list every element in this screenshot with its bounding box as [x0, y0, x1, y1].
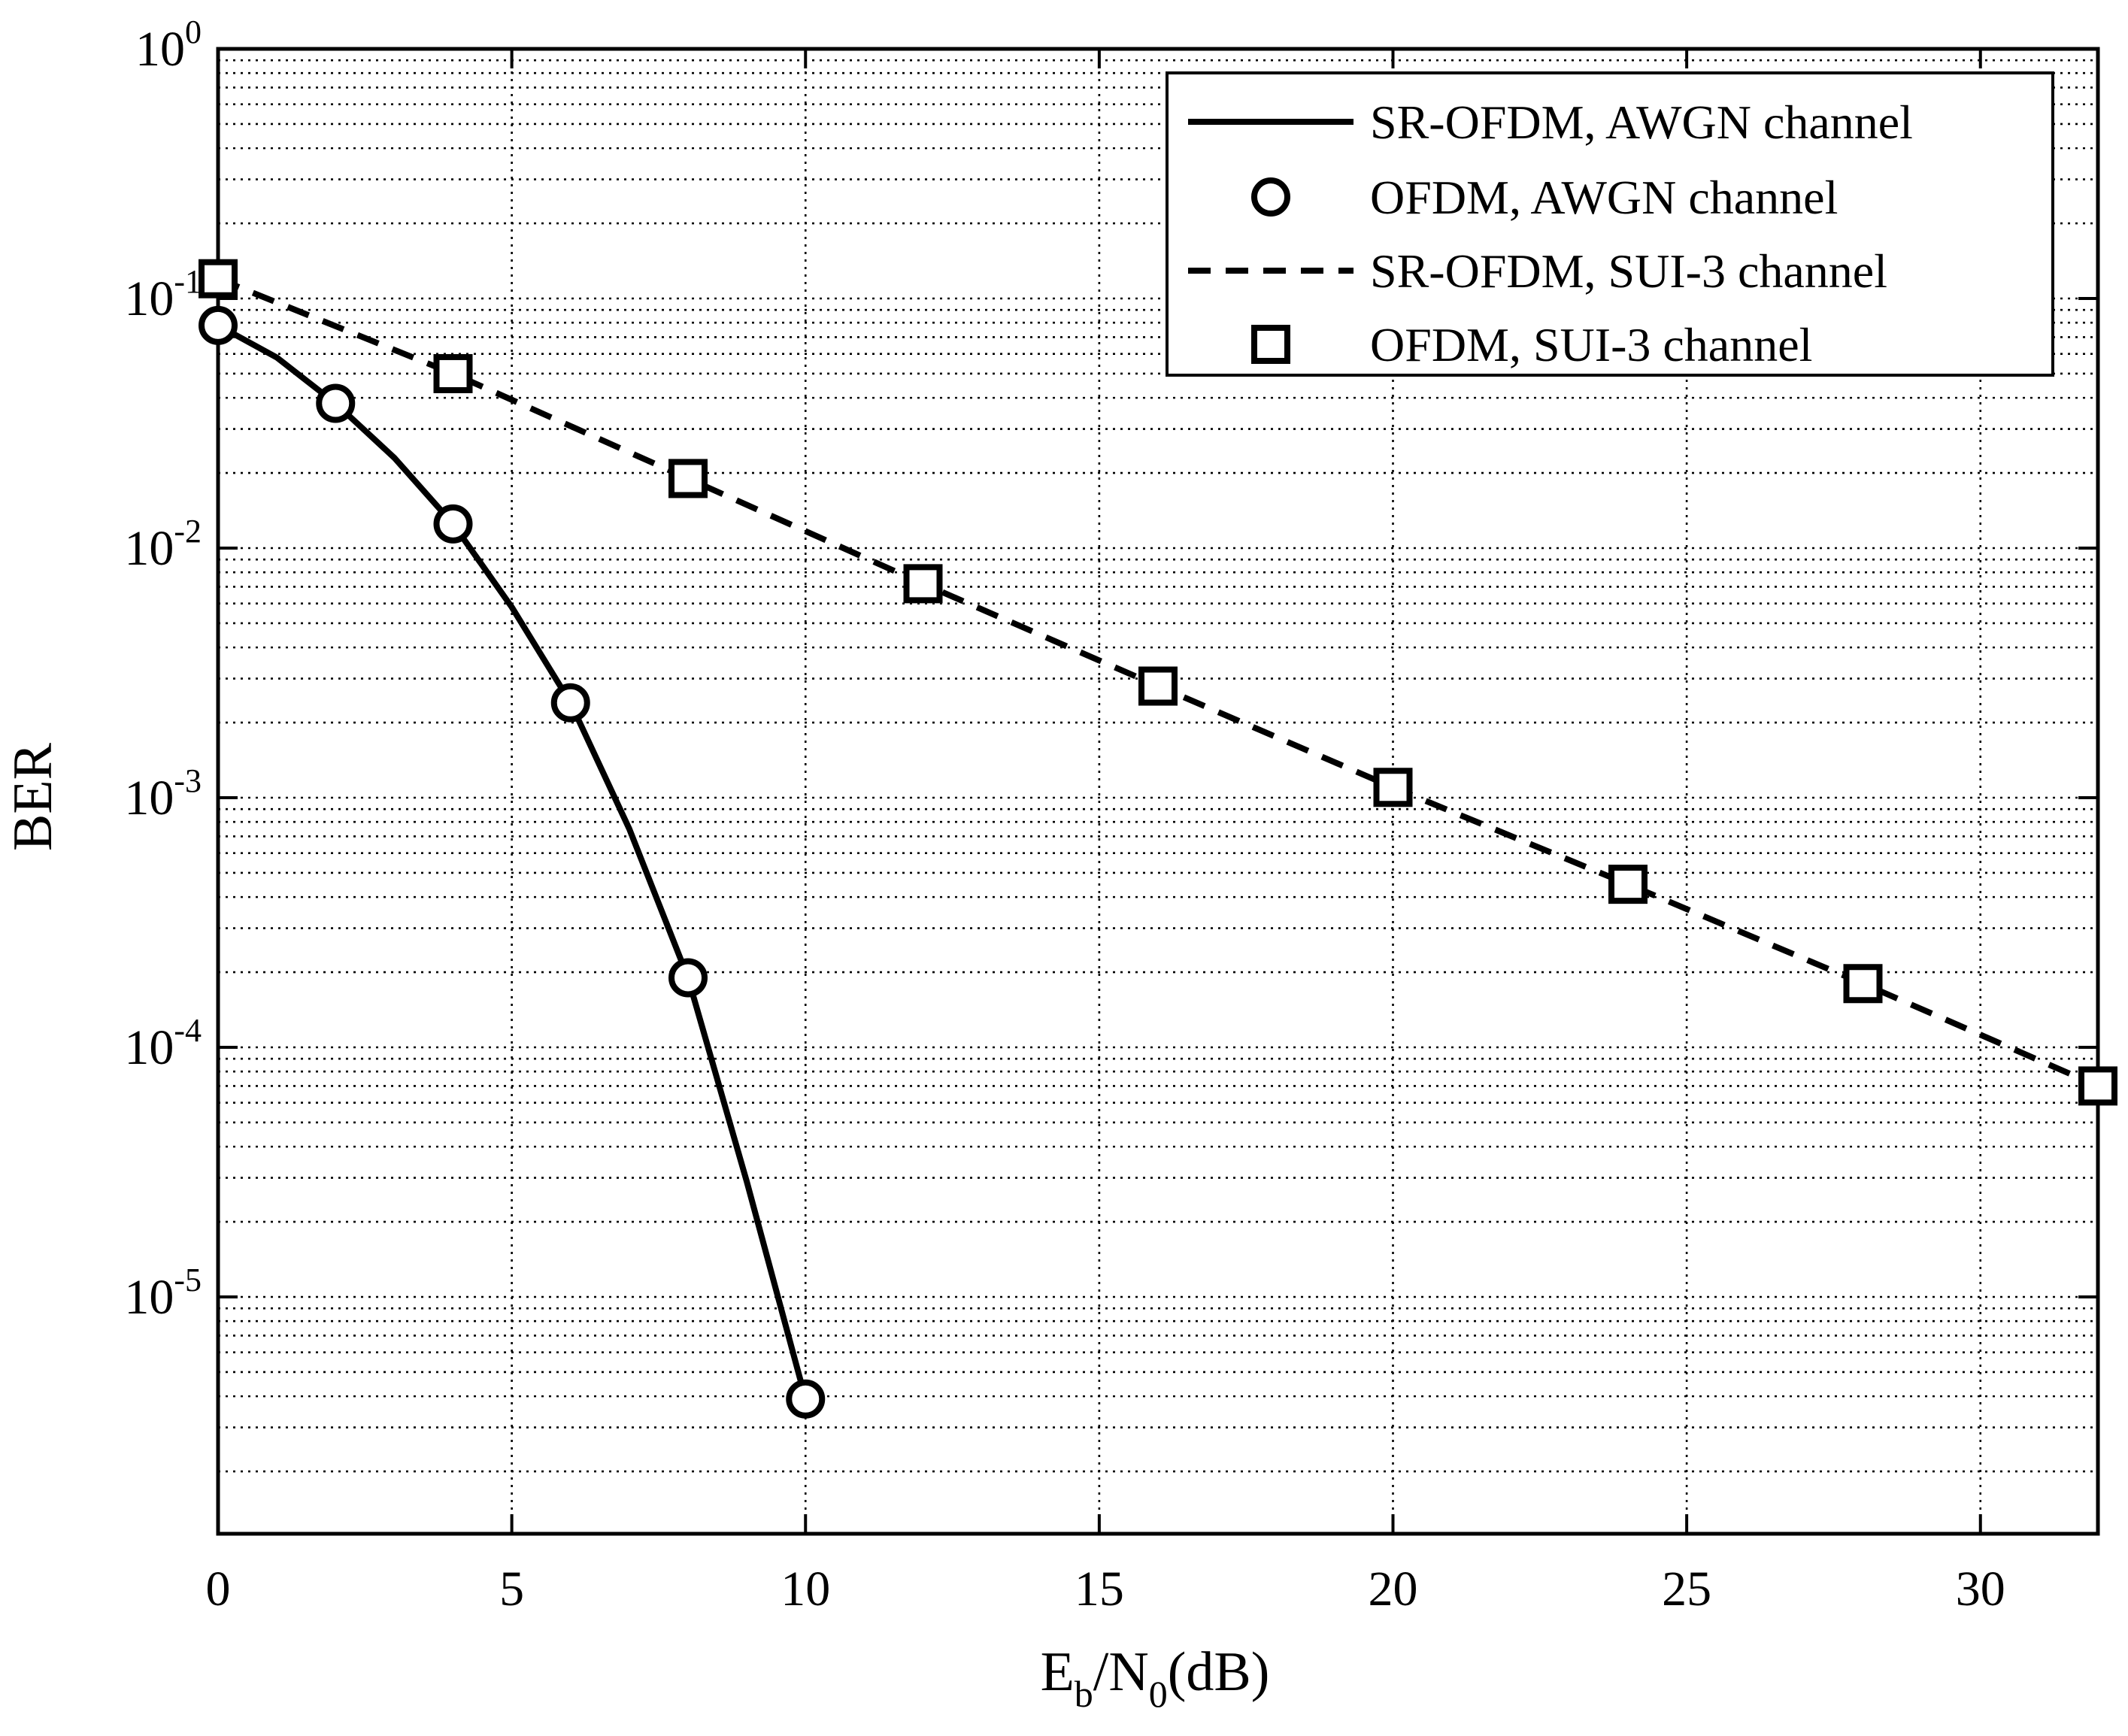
y-tick-exponent: 0	[185, 14, 202, 50]
legend-label: SR-OFDM, SUI-3 channel	[1370, 244, 1887, 298]
circle-marker	[199, 305, 238, 345]
legend-label: OFDM, SUI-3 channel	[1370, 318, 1812, 371]
y-tick-exponent: -1	[174, 263, 202, 300]
x-label-n: /N	[1093, 1641, 1149, 1703]
series-0	[217, 323, 809, 1400]
series-1	[199, 305, 826, 1419]
y-tick-exponent: -2	[174, 513, 202, 550]
legend-label: SR-OFDM, AWGN channel	[1370, 95, 1913, 149]
circle-marker	[316, 383, 356, 423]
y-tick-base: 10	[124, 771, 174, 826]
legend-item: OFDM, SUI-3 channel	[1251, 318, 1812, 371]
x-label-e: E	[1041, 1641, 1075, 1703]
grid	[217, 47, 2098, 1534]
x-label-sub-0: 0	[1149, 1673, 1168, 1715]
plot-frame	[216, 47, 2100, 1536]
square-marker	[1373, 768, 1413, 807]
x-tick-label: 0	[206, 1562, 231, 1616]
square-marker	[668, 459, 708, 498]
square-marker	[2078, 1066, 2117, 1106]
y-tick-label: 10-3	[124, 762, 202, 826]
square-marker	[1843, 964, 1883, 1004]
circle-marker	[550, 683, 590, 723]
square-marker	[433, 353, 473, 393]
series-line-awgn	[217, 323, 809, 1400]
y-tick-label: 10-2	[124, 513, 202, 576]
y-tick-base: 10	[124, 1270, 174, 1325]
x-tick-label: 15	[1075, 1562, 1124, 1616]
x-axis-label: Eb/N0(dB)	[1041, 1641, 1270, 1715]
square-marker	[199, 259, 238, 298]
square-marker	[903, 564, 943, 604]
legend-swatch-square	[1251, 325, 1290, 364]
x-label-unit: (dB)	[1168, 1641, 1270, 1703]
x-tick-label: 10	[781, 1562, 830, 1616]
y-tick-base: 10	[124, 521, 174, 576]
y-tick-exponent: -5	[174, 1262, 202, 1298]
legend-item: OFDM, AWGN channel	[1251, 171, 1838, 224]
x-tick-label: 20	[1369, 1562, 1418, 1616]
y-tick-base: 10	[124, 271, 174, 326]
legend-item: SR-OFDM, AWGN channel	[1188, 95, 1913, 149]
series-3	[199, 259, 2117, 1106]
y-tick-label: 10-4	[124, 1012, 202, 1075]
legend-swatch-circle	[1251, 177, 1290, 217]
y-tick-base: 10	[135, 22, 185, 77]
y-tick-label: 100	[135, 14, 202, 77]
y-tick-exponent: -3	[174, 762, 202, 799]
x-tick-label: 25	[1662, 1562, 1711, 1616]
circle-marker	[786, 1379, 826, 1419]
circle-marker	[433, 504, 473, 544]
square-marker	[1608, 865, 1648, 904]
square-marker	[1138, 666, 1178, 706]
y-tick-base: 10	[124, 1020, 174, 1075]
legend: SR-OFDM, AWGN channel OFDM, AWGN channel S…	[1166, 71, 2054, 377]
series-layer	[199, 259, 2117, 1419]
legend-label: OFDM, AWGN channel	[1370, 171, 1838, 224]
y-tick-label: 10-5	[124, 1262, 202, 1325]
y-tick-label: 10-1	[124, 263, 202, 326]
legend-item: SR-OFDM, SUI-3 channel	[1188, 244, 1887, 298]
x-tick-label: 5	[499, 1562, 524, 1616]
circle-marker	[668, 958, 708, 998]
x-label-sub-b: b	[1075, 1673, 1093, 1715]
y-tick-exponent: -4	[174, 1012, 202, 1049]
y-axis-label: BER	[2, 742, 64, 851]
x-tick-label: 30	[1956, 1562, 2005, 1616]
